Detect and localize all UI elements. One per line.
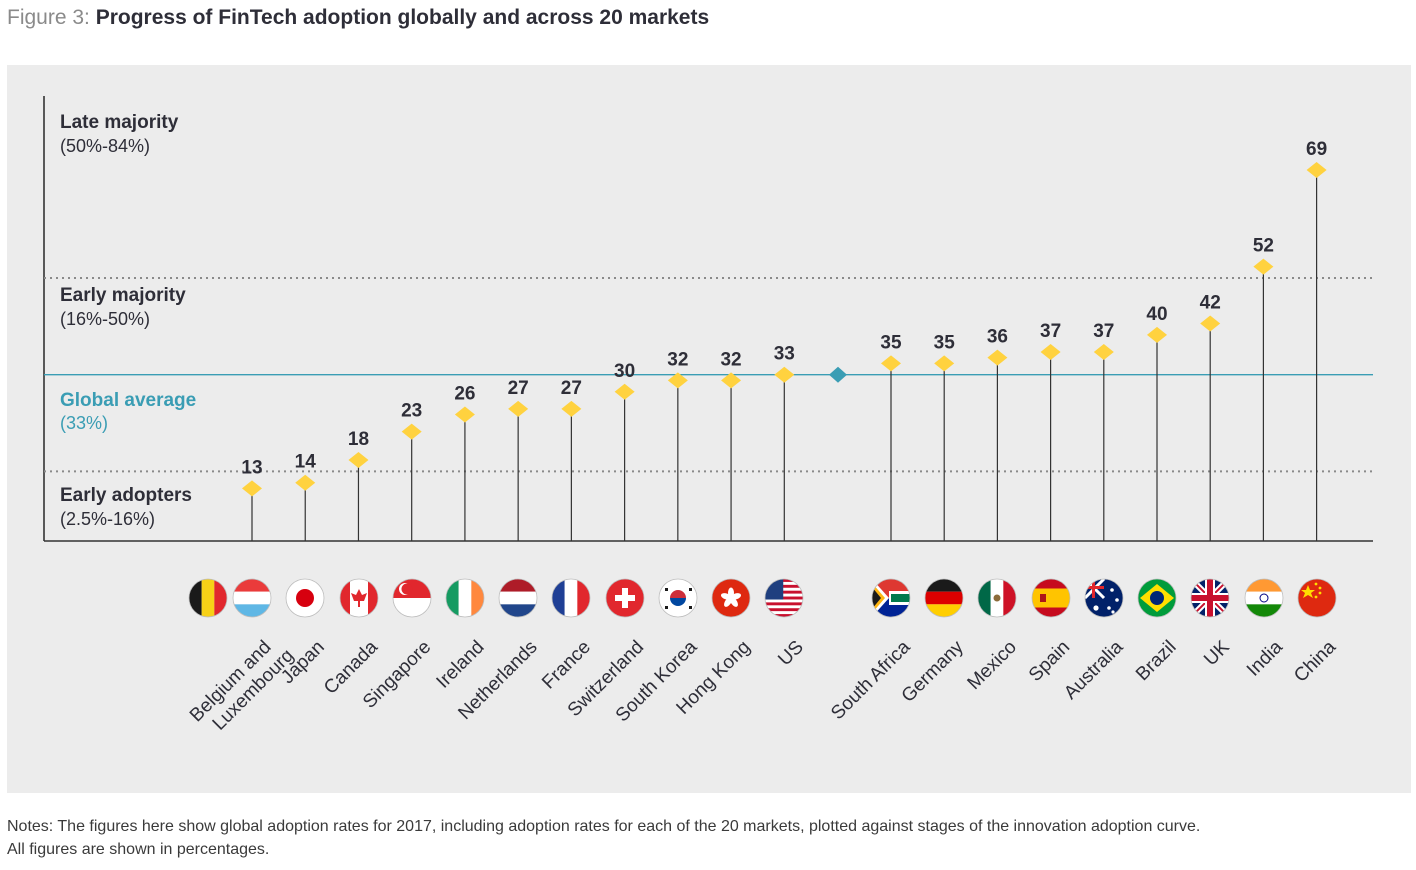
singapore-flag-icon	[393, 579, 431, 617]
band-range-3: (2.5%-16%)	[60, 509, 155, 529]
category-label-15: Australia	[1060, 636, 1127, 703]
value-label-14: 37	[1040, 321, 1061, 342]
data-marker-18	[1253, 258, 1274, 275]
value-label-8: 32	[667, 349, 688, 370]
band-label-3: Early adopters	[60, 485, 192, 506]
category-label-line: South Africa	[827, 636, 915, 724]
hong-kong-flag-icon	[712, 579, 750, 617]
figure-title: Figure 3: Progress of FinTech adoption g…	[7, 6, 709, 30]
data-marker-8	[667, 372, 688, 389]
luxembourg-flag-icon	[233, 579, 271, 617]
uk-flag-icon	[1191, 579, 1229, 617]
data-marker-6	[561, 400, 582, 417]
value-label-6: 27	[561, 378, 582, 399]
value-label-0: 13	[241, 457, 262, 478]
spain-flag-icon	[1032, 579, 1070, 617]
category-label-19: China	[1290, 636, 1340, 686]
value-label-16: 40	[1146, 304, 1167, 325]
category-label-17: UK	[1200, 636, 1234, 670]
category-label-line: China	[1290, 636, 1340, 686]
figure-label: Figure 3:	[7, 6, 90, 29]
data-marker-4	[454, 406, 475, 423]
china-flag-icon	[1298, 579, 1336, 617]
brazil-flag-icon	[1138, 579, 1176, 617]
india-flag-icon	[1245, 579, 1283, 617]
global-average-marker	[829, 366, 847, 383]
mexico-flag-icon	[978, 579, 1016, 617]
switzerland-flag-icon	[606, 579, 644, 617]
category-label-18: India	[1243, 636, 1287, 680]
value-label-3: 23	[401, 401, 422, 422]
data-marker-16	[1147, 326, 1167, 343]
global-average-label: Global average	[60, 390, 196, 411]
notes-line-1: Notes: The figures here show global adop…	[7, 818, 1201, 835]
category-label-16: Brazil	[1132, 637, 1180, 685]
category-label-line: Mexico	[964, 637, 1021, 694]
category-label-line: Spain	[1025, 637, 1074, 686]
data-marker-17	[1200, 315, 1221, 332]
category-label-10: US	[774, 637, 808, 671]
global-average-value: (33%)	[60, 413, 108, 433]
data-marker-7	[614, 383, 635, 400]
data-marker-19	[1306, 162, 1327, 178]
value-label-2: 18	[348, 429, 369, 450]
france-flag-icon	[552, 579, 590, 617]
netherlands-flag-icon	[499, 579, 537, 617]
data-marker-3	[401, 423, 422, 440]
category-label-line: Brazil	[1132, 637, 1180, 685]
value-label-4: 26	[454, 384, 475, 405]
category-label-line: US	[774, 637, 808, 671]
australia-flag-icon	[1085, 579, 1123, 617]
value-label-9: 32	[720, 349, 741, 370]
category-label-0: Belgium andLuxembourg	[186, 630, 298, 742]
canada-flag-icon	[340, 579, 378, 617]
data-marker-0	[242, 480, 262, 497]
data-marker-13	[987, 349, 1008, 366]
adoption-chart: Late majority (50%-84%) Early majority (16%…	[43, 96, 1373, 742]
data-marker-5	[508, 400, 529, 417]
value-label-13: 36	[987, 327, 1008, 348]
chart-panel: Late majority (50%-84%) Early majority (16%…	[7, 65, 1411, 793]
data-marker-9	[721, 372, 742, 389]
band-label-1: Late majority	[60, 112, 179, 133]
ireland-flag-icon	[446, 579, 484, 617]
japan-flag-icon	[286, 579, 324, 617]
us-flag-icon	[765, 579, 803, 617]
data-marker-1	[295, 474, 316, 491]
category-label-11: South Africa	[827, 636, 915, 724]
south-korea-flag-icon	[659, 579, 697, 617]
notes-line-2: All figures are shown in percentages.	[7, 841, 270, 858]
value-label-17: 42	[1200, 293, 1221, 314]
figure-heading: Progress of FinTech adoption globally an…	[95, 6, 710, 29]
value-label-18: 52	[1253, 236, 1274, 257]
value-label-15: 37	[1093, 321, 1114, 342]
data-marker-12	[934, 355, 955, 372]
belgium-flag-icon	[189, 579, 227, 617]
value-label-5: 27	[508, 378, 529, 399]
value-label-10: 33	[774, 344, 795, 365]
category-label-line: India	[1243, 636, 1287, 680]
band-range-1: (50%-84%)	[60, 136, 150, 156]
category-label-14: Spain	[1025, 637, 1074, 686]
value-label-7: 30	[614, 361, 635, 382]
south-africa-flag-icon	[872, 579, 910, 617]
data-marker-10	[774, 366, 795, 383]
value-label-11: 35	[880, 332, 902, 353]
germany-flag-icon	[925, 579, 963, 617]
category-label-line: UK	[1200, 636, 1234, 670]
data-marker-11	[881, 355, 901, 372]
data-marker-15	[1093, 343, 1114, 360]
value-label-1: 14	[295, 452, 317, 473]
band-range-2: (16%-50%)	[60, 309, 150, 329]
value-label-19: 69	[1306, 139, 1327, 160]
data-marker-2	[348, 452, 369, 468]
data-marker-14	[1040, 343, 1061, 360]
band-label-2: Early majority	[60, 285, 186, 306]
category-label-line: Australia	[1060, 636, 1127, 703]
value-label-12: 35	[934, 332, 956, 353]
category-label-13: Mexico	[964, 637, 1021, 694]
figure-notes: Notes: The figures here show global adop…	[7, 815, 1407, 861]
